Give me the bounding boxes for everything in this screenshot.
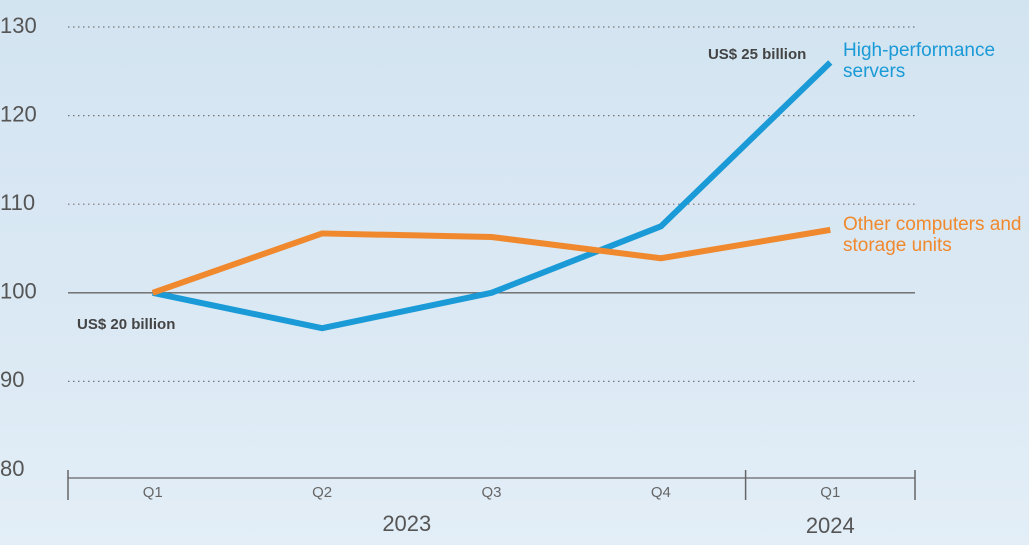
x-tick-label: Q2: [312, 484, 332, 501]
y-tick-label: 100: [0, 279, 37, 304]
y-tick-label: 90: [0, 367, 24, 392]
annotation: US$ 25 billion: [708, 46, 806, 63]
x-group-label: 2023: [382, 511, 431, 536]
x-tick-label: Q1: [820, 484, 840, 501]
y-tick-label: 80: [0, 456, 24, 481]
series-line: [152, 60, 833, 332]
series-label: High-performance servers: [843, 40, 996, 82]
y-tick-label: 120: [0, 101, 37, 126]
series-label: Other computers and storage units: [843, 214, 1022, 256]
x-tick-label: Q1: [143, 484, 163, 501]
y-tick-label: 110: [0, 190, 35, 215]
annotation: US$ 20 billion: [77, 316, 175, 333]
x-tick-label: Q3: [481, 484, 501, 501]
series-line: [151, 226, 831, 296]
y-tick-label: 130: [0, 13, 37, 38]
x-group-label: 2024: [806, 513, 855, 538]
x-tick-label: Q4: [651, 484, 671, 501]
